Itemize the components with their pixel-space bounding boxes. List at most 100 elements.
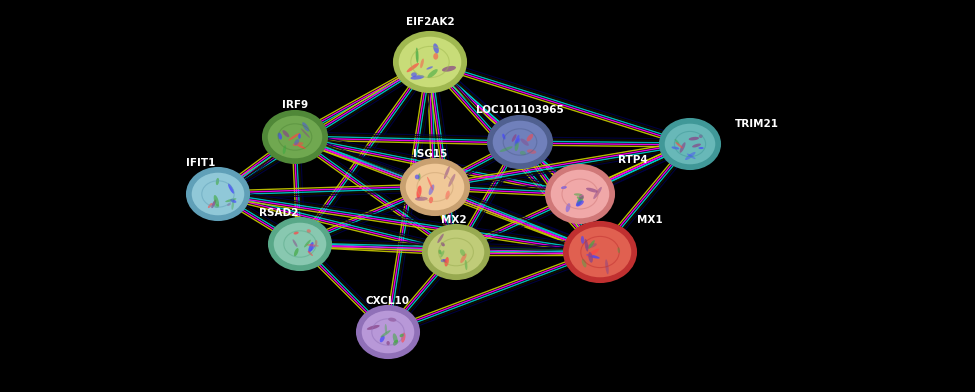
Ellipse shape	[416, 185, 421, 198]
Ellipse shape	[367, 325, 379, 330]
Ellipse shape	[401, 159, 469, 215]
Ellipse shape	[292, 239, 297, 247]
Ellipse shape	[433, 53, 438, 60]
Ellipse shape	[278, 132, 282, 140]
Ellipse shape	[680, 142, 685, 153]
Ellipse shape	[294, 139, 299, 145]
Ellipse shape	[227, 203, 231, 206]
Ellipse shape	[214, 195, 219, 207]
Ellipse shape	[308, 251, 313, 256]
Ellipse shape	[699, 134, 703, 138]
Ellipse shape	[427, 177, 433, 191]
Ellipse shape	[550, 169, 610, 219]
Ellipse shape	[426, 66, 433, 70]
Ellipse shape	[465, 260, 467, 270]
Ellipse shape	[361, 310, 415, 354]
Ellipse shape	[433, 44, 439, 53]
Text: TRIM21: TRIM21	[735, 119, 779, 129]
Ellipse shape	[225, 198, 236, 202]
Ellipse shape	[393, 333, 398, 344]
Ellipse shape	[423, 225, 489, 279]
Ellipse shape	[269, 218, 331, 270]
Text: RSAD2: RSAD2	[258, 208, 298, 218]
Ellipse shape	[664, 123, 716, 165]
Ellipse shape	[427, 69, 438, 78]
Ellipse shape	[231, 199, 234, 210]
Ellipse shape	[488, 116, 552, 168]
Ellipse shape	[445, 257, 448, 267]
Text: MX1: MX1	[637, 215, 663, 225]
Text: IFIT1: IFIT1	[185, 158, 215, 168]
Ellipse shape	[512, 134, 517, 142]
Ellipse shape	[401, 332, 406, 343]
Ellipse shape	[605, 259, 608, 274]
Ellipse shape	[311, 245, 316, 251]
Ellipse shape	[686, 154, 695, 159]
Ellipse shape	[306, 244, 319, 247]
Ellipse shape	[415, 197, 428, 201]
Ellipse shape	[692, 143, 701, 147]
Ellipse shape	[267, 115, 323, 159]
Ellipse shape	[263, 111, 327, 163]
Ellipse shape	[526, 149, 536, 154]
Ellipse shape	[442, 66, 456, 72]
Ellipse shape	[357, 306, 419, 358]
Ellipse shape	[499, 146, 513, 152]
Ellipse shape	[685, 152, 695, 160]
Ellipse shape	[429, 197, 433, 203]
Ellipse shape	[586, 254, 600, 259]
Ellipse shape	[492, 120, 548, 164]
Ellipse shape	[289, 133, 300, 140]
Text: IRF9: IRF9	[282, 100, 308, 110]
Text: CXCL10: CXCL10	[366, 296, 410, 306]
Ellipse shape	[415, 47, 418, 63]
Ellipse shape	[302, 122, 309, 131]
Ellipse shape	[380, 330, 391, 338]
Ellipse shape	[515, 135, 520, 146]
Ellipse shape	[577, 196, 584, 205]
Ellipse shape	[379, 336, 385, 342]
Ellipse shape	[410, 75, 424, 80]
Ellipse shape	[520, 151, 526, 155]
Ellipse shape	[521, 138, 528, 146]
Ellipse shape	[191, 172, 245, 216]
Ellipse shape	[398, 36, 462, 88]
Ellipse shape	[306, 229, 311, 233]
Ellipse shape	[283, 145, 287, 154]
Ellipse shape	[301, 129, 310, 138]
Ellipse shape	[515, 142, 519, 151]
Ellipse shape	[215, 178, 219, 185]
Ellipse shape	[576, 200, 584, 207]
Ellipse shape	[587, 249, 600, 257]
Ellipse shape	[586, 188, 599, 192]
Ellipse shape	[502, 134, 505, 140]
Ellipse shape	[297, 145, 305, 149]
Text: EIF2AK2: EIF2AK2	[406, 17, 454, 27]
Ellipse shape	[420, 58, 424, 68]
Ellipse shape	[429, 185, 434, 195]
Ellipse shape	[386, 341, 390, 345]
Ellipse shape	[393, 340, 398, 346]
Ellipse shape	[208, 203, 213, 208]
Ellipse shape	[460, 254, 467, 263]
Ellipse shape	[438, 234, 444, 243]
Ellipse shape	[293, 248, 298, 256]
Ellipse shape	[228, 183, 234, 194]
Ellipse shape	[418, 173, 420, 181]
Ellipse shape	[574, 193, 582, 196]
Ellipse shape	[214, 204, 219, 208]
Ellipse shape	[298, 134, 301, 139]
Ellipse shape	[526, 134, 533, 142]
Ellipse shape	[441, 259, 447, 262]
Ellipse shape	[676, 142, 682, 148]
Ellipse shape	[586, 243, 597, 249]
Ellipse shape	[698, 147, 704, 149]
Ellipse shape	[293, 232, 298, 234]
Ellipse shape	[561, 186, 566, 189]
Ellipse shape	[283, 130, 290, 137]
Ellipse shape	[588, 240, 595, 249]
Ellipse shape	[568, 226, 632, 278]
Ellipse shape	[394, 32, 466, 92]
Ellipse shape	[230, 199, 236, 203]
Ellipse shape	[588, 252, 593, 263]
